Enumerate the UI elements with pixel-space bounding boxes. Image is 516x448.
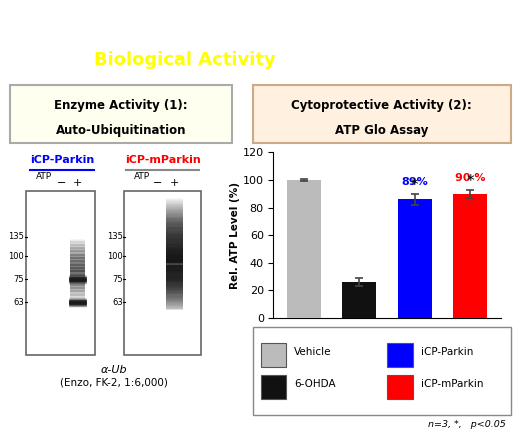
Bar xyxy=(124,191,201,355)
Bar xyxy=(453,194,487,318)
Bar xyxy=(261,343,286,367)
Text: iCP-mParkin: iCP-mParkin xyxy=(125,155,200,165)
Text: 100: 100 xyxy=(107,252,123,261)
Text: 구조 변경으로 인한: 구조 변경으로 인한 xyxy=(209,16,307,34)
Text: Cytoprotective Activity (2):: Cytoprotective Activity (2): xyxy=(292,99,472,112)
Text: Biological Activity: Biological Activity xyxy=(94,52,276,69)
Text: n=3, *,   p<0.05: n=3, *, p<0.05 xyxy=(428,420,506,429)
Text: iCP-Parkin: iCP-Parkin xyxy=(30,155,94,165)
Text: ATP Glo Assay: ATP Glo Assay xyxy=(335,124,428,137)
Text: 100: 100 xyxy=(8,252,24,261)
Text: ATP: ATP xyxy=(134,172,150,181)
Bar xyxy=(261,375,286,399)
Text: 75: 75 xyxy=(13,275,24,284)
Text: iCP-Parkin: iCP-Parkin xyxy=(421,347,473,357)
Text: *: * xyxy=(411,178,418,193)
Text: Enzyme Activity (1):: Enzyme Activity (1): xyxy=(55,99,188,112)
Bar xyxy=(397,199,432,318)
Text: +: + xyxy=(170,178,179,188)
Text: (Enzo, FK-2, 1:6,000): (Enzo, FK-2, 1:6,000) xyxy=(59,378,168,388)
Text: 75: 75 xyxy=(112,275,123,284)
Bar xyxy=(287,180,321,318)
Text: 89%: 89% xyxy=(401,177,428,187)
Text: −: − xyxy=(153,178,162,188)
Text: +: + xyxy=(73,178,82,188)
FancyBboxPatch shape xyxy=(253,327,511,415)
Text: *: * xyxy=(466,174,474,189)
FancyBboxPatch shape xyxy=(10,85,232,143)
Text: Auto-Ubiquitination: Auto-Ubiquitination xyxy=(56,124,186,137)
Bar xyxy=(342,282,377,318)
Text: 63: 63 xyxy=(112,298,123,307)
Text: 검증: 검증 xyxy=(354,52,382,69)
Text: 6-OHDA: 6-OHDA xyxy=(294,379,336,389)
Text: 135: 135 xyxy=(8,232,24,241)
FancyBboxPatch shape xyxy=(253,85,511,143)
Text: iCP-mParkin: iCP-mParkin xyxy=(421,379,483,389)
Text: 135: 135 xyxy=(107,232,123,241)
Text: −: − xyxy=(57,178,67,188)
Bar xyxy=(387,343,413,367)
Text: ATP: ATP xyxy=(36,172,52,181)
Text: α-Ub: α-Ub xyxy=(100,365,127,375)
Text: Vehicle: Vehicle xyxy=(294,347,332,357)
Bar xyxy=(26,191,95,355)
Y-axis label: Rel. ATP Level (%): Rel. ATP Level (%) xyxy=(230,182,240,289)
Bar xyxy=(387,375,413,399)
Text: 63: 63 xyxy=(13,298,24,307)
Text: 90 %: 90 % xyxy=(455,173,486,183)
